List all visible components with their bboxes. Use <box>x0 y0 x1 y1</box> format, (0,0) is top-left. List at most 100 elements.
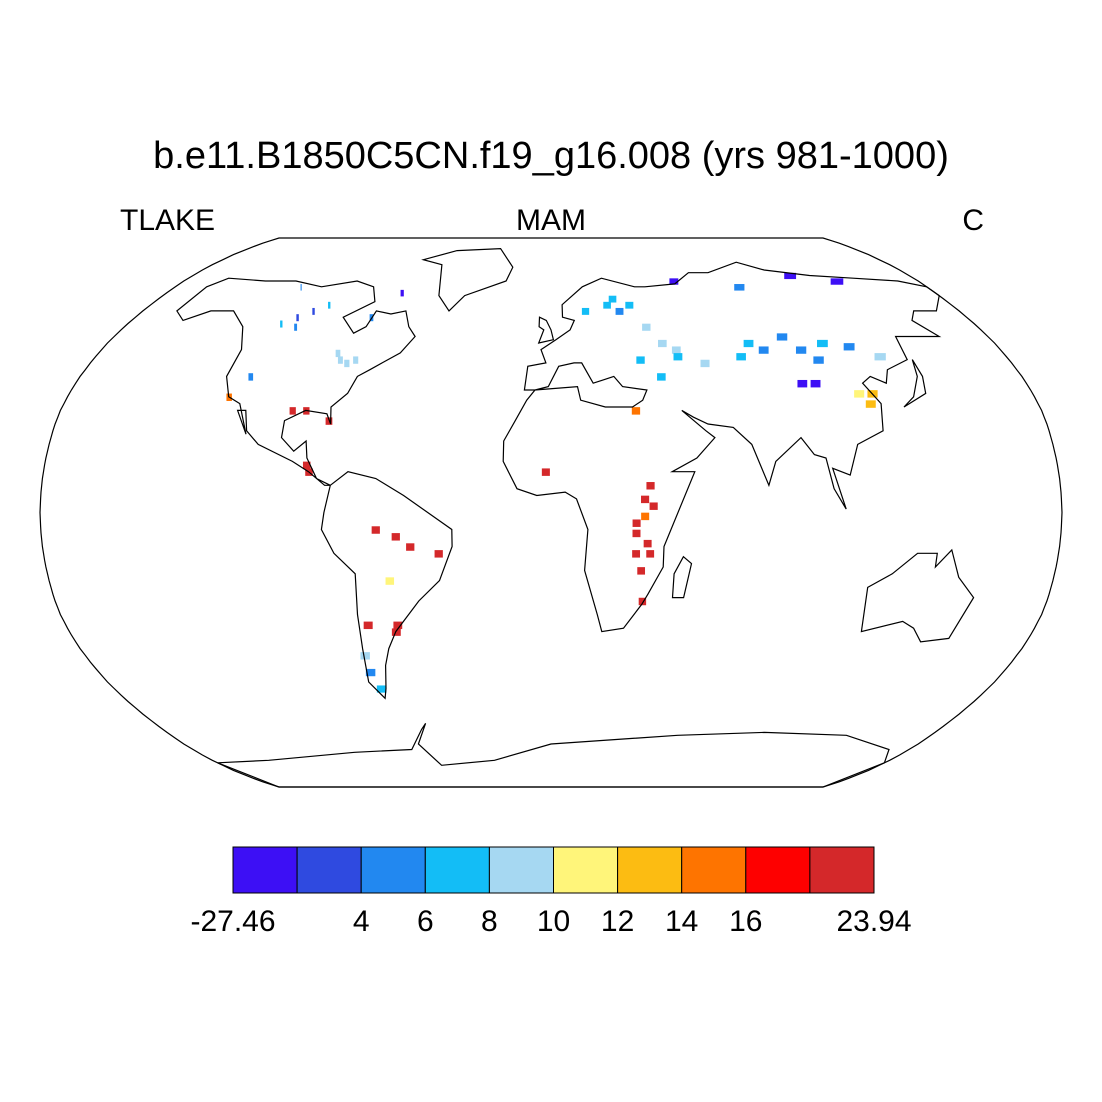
left-string: TLAKE <box>120 204 215 237</box>
lake-cell <box>673 353 683 361</box>
lake-cell <box>391 628 401 636</box>
lake-cell <box>328 301 331 309</box>
lake-cell <box>371 526 380 534</box>
lake-cell <box>615 307 624 315</box>
lake-cell <box>637 567 646 575</box>
lake-cell <box>337 356 343 364</box>
title: b.e11.B1850C5CN.f19_g16.008 (yrs 981-100… <box>153 135 949 177</box>
colorbar-label: 10 <box>537 905 570 938</box>
lake-cell <box>312 307 315 315</box>
colorbar: -27.46 4 6 8 10 12 14 16 23.94 <box>190 846 912 938</box>
lake-cell <box>363 621 373 630</box>
lake-cell <box>743 339 754 348</box>
coastline <box>176 277 416 486</box>
lake-cell <box>335 349 341 358</box>
lake-cell <box>797 379 808 388</box>
lake-cell <box>393 621 403 630</box>
colorbar-label: 12 <box>601 905 634 938</box>
lake-cell <box>632 550 641 558</box>
coastlines <box>176 247 975 788</box>
lake-cell <box>385 577 395 585</box>
colorbar-box <box>617 846 683 894</box>
lake-cell <box>643 539 652 548</box>
lake-cell <box>632 519 641 527</box>
colorbar-box <box>424 846 490 894</box>
lake-cell <box>391 533 400 541</box>
lake-cell <box>736 353 746 361</box>
lake-cell <box>810 379 821 388</box>
lake-cell <box>434 550 443 558</box>
lake-cell <box>671 346 681 354</box>
lake-cell <box>248 373 254 381</box>
lake-cell <box>365 668 376 677</box>
lake-cell <box>776 333 788 341</box>
lake-cell <box>784 272 797 280</box>
lake-cell <box>608 295 617 303</box>
map-frame <box>39 237 1063 788</box>
lake-cell <box>843 343 855 351</box>
lake-cell <box>294 323 298 331</box>
lake-cell <box>631 407 641 415</box>
colorbar-box <box>745 846 811 894</box>
lake-cell <box>795 346 807 354</box>
lake-cell <box>734 284 745 291</box>
lake-cell <box>300 284 302 291</box>
lake-cell <box>289 407 296 415</box>
colorbar-box <box>488 846 554 894</box>
colorbar-box <box>553 846 619 894</box>
lake-cell <box>642 323 651 331</box>
lake-cell <box>603 301 611 309</box>
lake-cell <box>658 339 667 348</box>
lake-cell <box>344 359 350 368</box>
lake-cell <box>646 482 655 490</box>
colorbar-label: -27.46 <box>190 905 275 938</box>
lake-cell <box>296 314 299 322</box>
lake-cell <box>646 550 655 558</box>
lake-cell <box>406 543 415 551</box>
data-cells <box>226 272 886 693</box>
lake-cell <box>353 356 359 364</box>
lake-cell <box>657 373 666 381</box>
lake-cell <box>376 685 387 693</box>
colorbar-box <box>681 846 747 894</box>
lake-cell <box>400 289 404 297</box>
lake-cell <box>865 400 876 408</box>
center-string: MAM <box>516 204 586 237</box>
coastline <box>671 555 693 599</box>
lake-cell <box>758 346 769 354</box>
lake-cell <box>638 597 647 606</box>
lake-cell <box>813 356 824 364</box>
colorbar-box <box>296 846 362 894</box>
coastline <box>860 548 975 643</box>
coastline <box>903 359 927 408</box>
colorbar-label: 14 <box>665 905 698 938</box>
lake-cell <box>632 529 641 538</box>
lake-cell <box>581 307 590 315</box>
coastline <box>421 247 514 312</box>
lake-cell <box>625 301 634 309</box>
colorbar-label: 16 <box>729 905 762 938</box>
lake-cell <box>874 353 886 361</box>
colorbar-label: 6 <box>417 905 434 938</box>
right-string: C <box>962 204 984 237</box>
lake-cell <box>649 502 658 510</box>
colorbar-box <box>232 846 298 894</box>
colorbar-label: 23.94 <box>836 905 911 938</box>
coastline <box>320 471 453 700</box>
lake-cell <box>636 356 645 364</box>
lake-cell <box>830 278 844 285</box>
colorbar-box <box>809 846 875 894</box>
lake-cell <box>669 278 679 285</box>
lake-cell <box>360 652 370 660</box>
lake-cell <box>854 390 865 398</box>
coastline <box>537 316 555 344</box>
colorbar-label: 4 <box>353 905 370 938</box>
colorbar-box <box>360 846 426 894</box>
lake-cell <box>302 461 311 470</box>
lake-cell <box>641 495 650 504</box>
lake-cell <box>280 320 283 328</box>
lake-cell <box>817 339 828 348</box>
lake-cell <box>700 359 710 368</box>
lake-cell <box>641 512 650 521</box>
